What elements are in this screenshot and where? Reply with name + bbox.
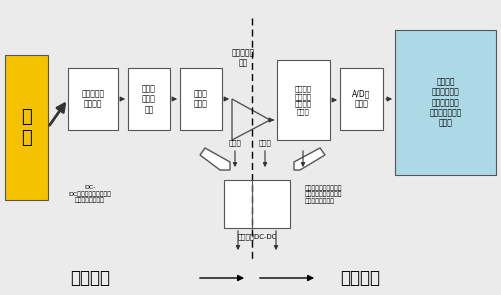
Bar: [340, 68, 383, 130]
Text: 前级地: 前级地: [228, 140, 241, 146]
Bar: [277, 60, 330, 140]
Bar: [5, 55, 48, 200]
Text: 生物电信号
放大电路: 生物电信号 放大电路: [82, 89, 105, 109]
Text: A/D转
换电路: A/D转 换电路: [352, 89, 371, 109]
Text: 模拟隔离放
大器: 模拟隔离放 大器: [231, 48, 255, 67]
Text: 模拟后
级电路: 模拟后 级电路: [194, 89, 208, 109]
Text: 主处理器
（负责数据采
集、存储、显
示、打印等所有
事务）: 主处理器 （负责数据采 集、存储、显 示、打印等所有 事务）: [429, 77, 462, 128]
Text: 隔离后的电路由于模拟
隔离隔离放大器的存在
也需要双极性电源: 隔离后的电路由于模拟 隔离隔离放大器的存在 也需要双极性电源: [305, 185, 343, 204]
Text: 人
体: 人 体: [21, 108, 32, 147]
Text: DC-
DC产生的双极性电源为
隔离前端电源供电: DC- DC产生的双极性电源为 隔离前端电源供电: [69, 185, 112, 203]
Bar: [68, 68, 118, 130]
Polygon shape: [294, 148, 325, 170]
Polygon shape: [200, 148, 230, 170]
Text: 模拟低
通滤波
电路: 模拟低 通滤波 电路: [142, 84, 156, 114]
Bar: [224, 180, 290, 228]
Text: 隔离后端: 隔离后端: [340, 269, 380, 287]
Text: 三阶有源
巴特沃斯
模拟低通
滤波器: 三阶有源 巴特沃斯 模拟低通 滤波器: [295, 85, 312, 115]
Text: 后级地: 后级地: [259, 140, 272, 146]
Text: 带隔离的DC-DC: 带隔离的DC-DC: [237, 233, 277, 240]
Bar: [395, 30, 496, 175]
Bar: [128, 68, 170, 130]
Bar: [180, 68, 222, 130]
Text: 隔离前端: 隔离前端: [70, 269, 110, 287]
